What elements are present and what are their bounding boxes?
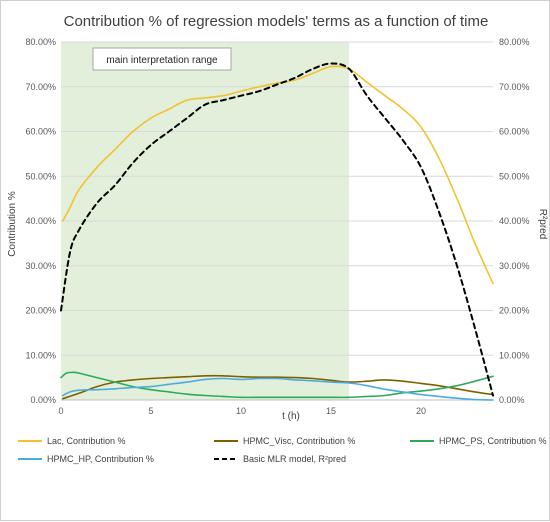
x-tick-label: 20 xyxy=(416,406,426,416)
y-tick-label: 50.00% xyxy=(25,171,56,181)
annotation-label: main interpretation range xyxy=(106,55,218,66)
x-tick-label: 15 xyxy=(326,406,336,416)
x-tick-label: 0 xyxy=(58,406,63,416)
y2-tick-label: 40.00% xyxy=(499,216,530,226)
y2-tick-label: 20.00% xyxy=(499,306,530,316)
legend-label: HPMC_PS, Contribution % xyxy=(439,436,547,446)
legend-label: HPMC_HP, Contribution % xyxy=(47,454,154,464)
y2-tick-label: 60.00% xyxy=(499,127,530,137)
annotation-box xyxy=(92,47,232,71)
series-line-hpmc-visc-contribution xyxy=(62,374,494,400)
y2-tick-label: 0.00% xyxy=(499,395,525,405)
y-tick-label: 10.00% xyxy=(25,350,56,360)
y-axis-title: Contribution % xyxy=(7,191,18,257)
x-tick-label: 5 xyxy=(148,406,153,416)
chart-title: Contribution % of regression models' ter… xyxy=(64,13,489,30)
y2-axis-title: R²pred xyxy=(537,209,548,240)
y2-tick-label: 80.00% xyxy=(499,37,530,47)
legend-label: HPMC_Visc, Contribution % xyxy=(243,436,355,446)
series-line-basic-mlr-model-r-pred xyxy=(60,62,494,397)
y-tick-label: 80.00% xyxy=(25,37,56,47)
y2-tick-label: 10.00% xyxy=(499,350,530,360)
y-tick-label: 30.00% xyxy=(25,261,56,271)
y-tick-label: 20.00% xyxy=(25,306,56,316)
series-line-hpmc-hp-contribution xyxy=(62,377,494,401)
y-tick-label: 70.00% xyxy=(25,82,56,92)
y-tick-label: 60.00% xyxy=(25,127,56,137)
y-tick-label: 0.00% xyxy=(30,395,56,405)
y2-tick-label: 50.00% xyxy=(499,171,530,181)
series-line-lac-contribution xyxy=(62,65,494,285)
legend-label: Basic MLR model, R²pred xyxy=(243,454,346,464)
x-tick-label: 10 xyxy=(236,406,246,416)
y2-tick-label: 70.00% xyxy=(499,82,530,92)
x-axis-title: t (h) xyxy=(282,411,300,422)
legend-label: Lac, Contribution % xyxy=(47,436,126,446)
y2-tick-label: 30.00% xyxy=(499,261,530,271)
y-tick-label: 40.00% xyxy=(25,216,56,226)
series-line-hpmc-ps-contribution xyxy=(60,371,494,399)
